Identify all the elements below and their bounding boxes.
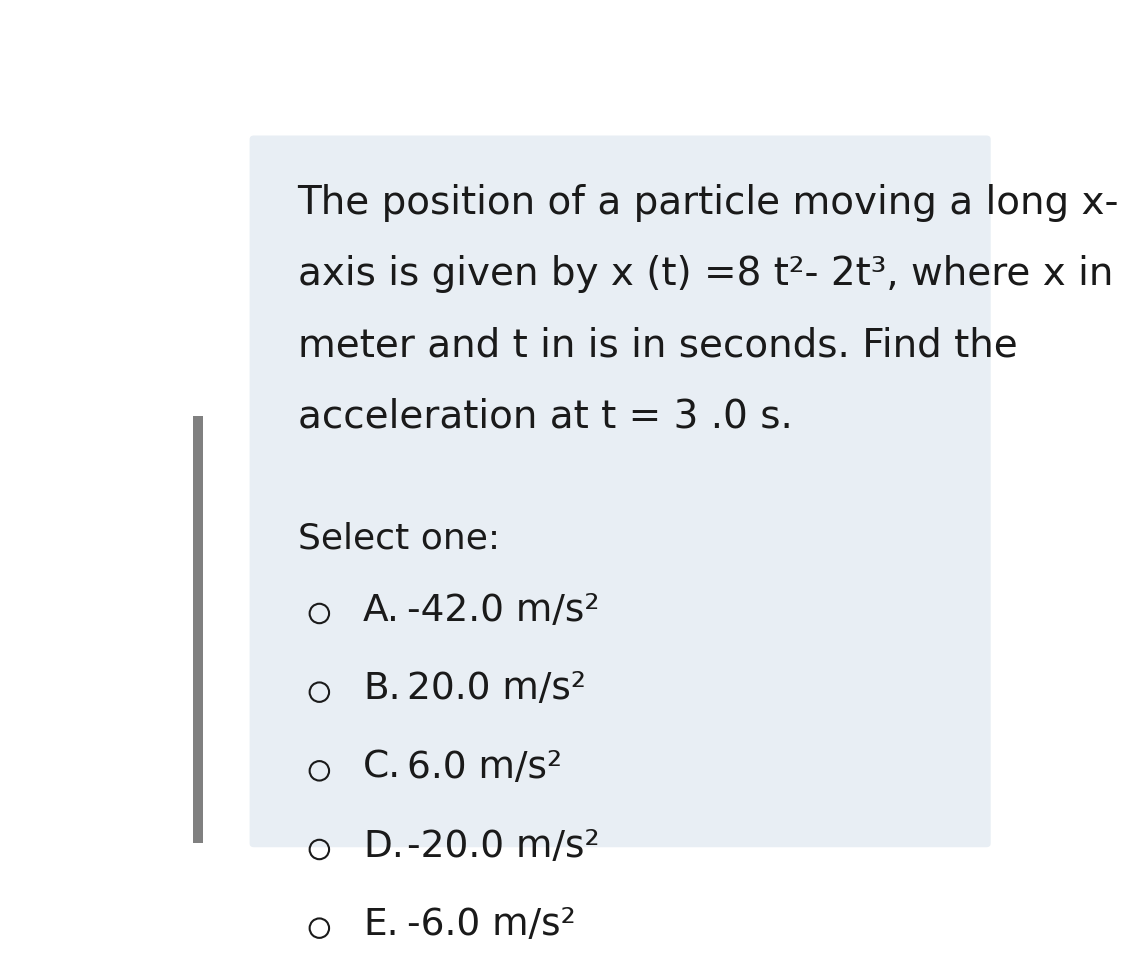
Text: A.: A. [363,593,399,629]
Text: acceleration at t = 3 .0 s.: acceleration at t = 3 .0 s. [297,398,792,436]
Point [310,763,328,778]
Point [310,684,328,700]
Text: C.: C. [363,750,402,786]
Text: axis is given by x (t) =8 t²- 2t³, where x in: axis is given by x (t) =8 t²- 2t³, where… [297,255,1113,294]
Point [310,606,328,622]
Text: -42.0 m/s²: -42.0 m/s² [406,593,598,629]
Text: meter and t in is in seconds. Find the: meter and t in is in seconds. Find the [297,327,1017,365]
Text: 20.0 m/s²: 20.0 m/s² [406,671,585,707]
Text: -6.0 m/s²: -6.0 m/s² [406,907,575,943]
Point [310,842,328,857]
Text: 6.0 m/s²: 6.0 m/s² [406,750,561,786]
Text: Select one:: Select one: [297,522,500,556]
Text: -20.0 m/s²: -20.0 m/s² [406,829,600,864]
Text: The position of a particle moving a long x-: The position of a particle moving a long… [297,184,1119,222]
Point [310,920,328,936]
Text: B.: B. [363,671,400,707]
Text: D.: D. [363,829,404,864]
FancyBboxPatch shape [250,135,991,847]
Bar [193,416,204,844]
Text: E.: E. [363,907,398,943]
